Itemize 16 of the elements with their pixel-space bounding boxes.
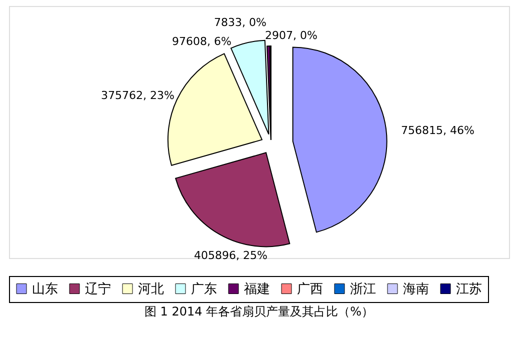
legend-label: 辽宁 xyxy=(85,280,111,297)
text: 图 1 2014 年各省扇贝产量及其占比（%） xyxy=(144,304,374,318)
legend-label: 海南 xyxy=(403,282,429,297)
data-label: 756815, 46% xyxy=(401,124,474,137)
legend-label: 福建 xyxy=(244,282,270,297)
data-label: 375762, 23% xyxy=(101,89,174,102)
legend-label: 广东 xyxy=(191,282,217,297)
data-label: 97608, 6% xyxy=(172,35,232,48)
legend-label: 广西 xyxy=(297,282,323,297)
data-label: 405896, 25% xyxy=(194,249,268,262)
data-label: 7833, 0% xyxy=(214,16,266,29)
legend-label: 浙江 xyxy=(350,282,376,297)
legend-label: 山东 xyxy=(32,282,58,297)
legend-label: 江苏 xyxy=(456,282,482,297)
data-label: 2907, 0% xyxy=(265,29,318,42)
legend-label: 河北 xyxy=(138,282,164,297)
